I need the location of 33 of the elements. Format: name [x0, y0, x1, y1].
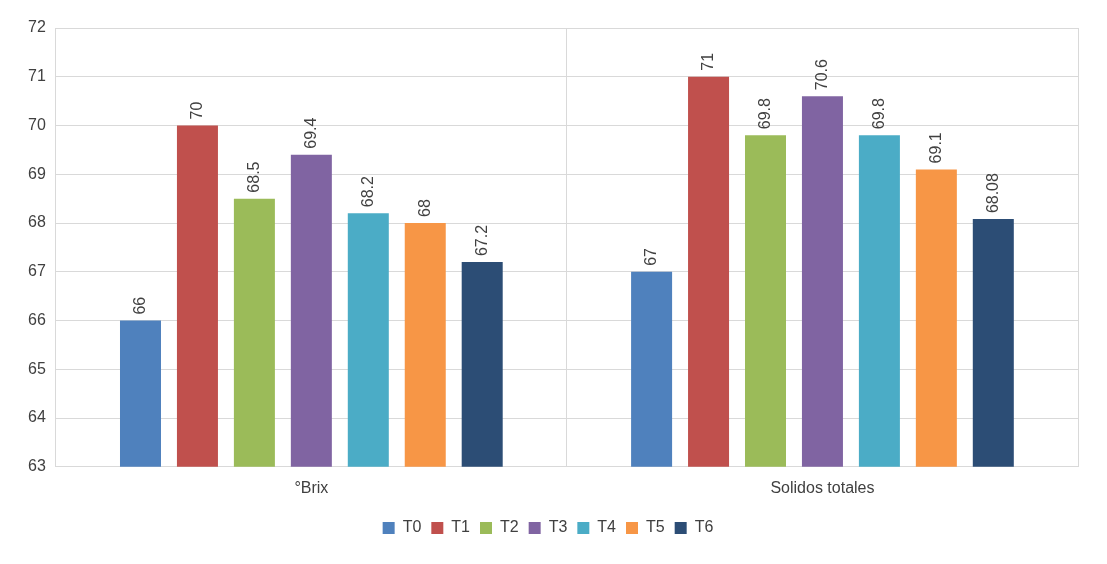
legend-label: T0: [402, 518, 422, 536]
legend-label: T5: [646, 518, 665, 536]
x-tick-label: °Brix: [294, 478, 329, 496]
y-tick-label: 65: [28, 359, 46, 377]
y-tick-label: 63: [28, 457, 46, 475]
y-tick-label: 64: [28, 408, 46, 426]
data-label: 70: [187, 101, 205, 120]
data-label: 69.8: [755, 98, 773, 130]
legend-label: T3: [548, 518, 568, 536]
y-tick-label: 66: [28, 310, 46, 328]
y-tick-label: 69: [28, 164, 46, 182]
y-tick-label: 71: [28, 67, 46, 85]
data-label: 67: [642, 247, 659, 266]
y-tick-label: 67: [28, 262, 46, 280]
data-label: 68.2: [358, 176, 376, 208]
legend-label: T6: [694, 518, 714, 536]
data-label: 69.8: [869, 98, 887, 130]
legend-label: T4: [597, 518, 617, 536]
data-label: 69.1: [926, 132, 944, 164]
y-tick-label: 68: [28, 213, 46, 231]
data-label: 70.6: [812, 59, 830, 91]
data-label: 66: [130, 296, 148, 315]
data-label: 68.08: [983, 172, 1001, 214]
data-label: 69.4: [301, 117, 319, 149]
legend-label: T1: [451, 518, 471, 536]
data-label: 68.5: [244, 161, 262, 193]
x-tick-label: Solidos totales: [770, 478, 875, 496]
y-tick-label: 70: [28, 115, 46, 133]
y-tick-label: 72: [28, 18, 46, 36]
data-label: 68: [415, 199, 433, 218]
data-label: 71: [698, 52, 716, 71]
legend-label: T2: [499, 518, 519, 536]
data-label: 67.2: [472, 224, 490, 257]
